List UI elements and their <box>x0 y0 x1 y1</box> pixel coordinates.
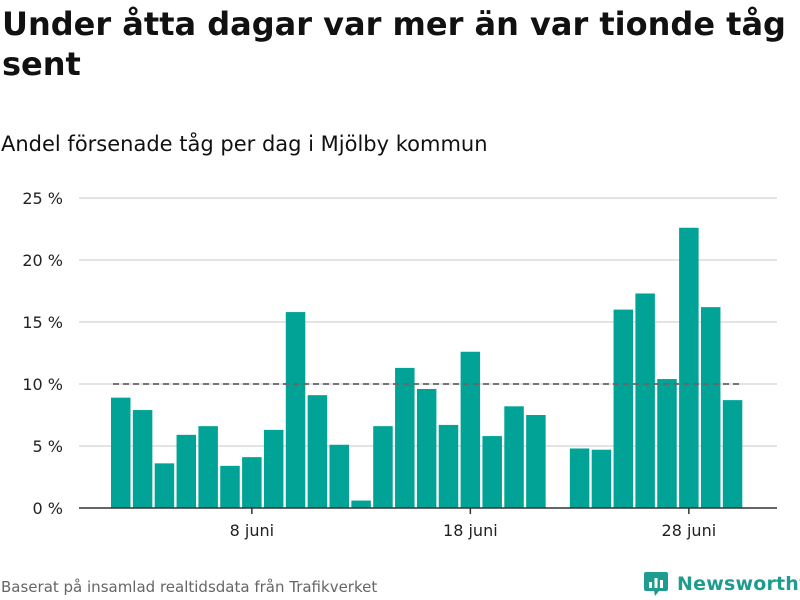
x-tick-label: 18 juni <box>443 521 498 540</box>
chart-subtitle: Andel försenade tåg per dag i Mjölby kom… <box>1 132 488 156</box>
bar <box>242 457 262 508</box>
y-tick-label: 0 % <box>33 499 63 518</box>
bar <box>722 400 743 508</box>
bar <box>329 444 349 508</box>
bar <box>613 309 634 508</box>
bar <box>591 449 612 508</box>
bar <box>460 351 481 508</box>
bar <box>263 429 284 508</box>
bar <box>351 500 371 508</box>
x-axis: 8 juni 18 juni 28 juni <box>79 507 777 540</box>
bar <box>679 227 699 508</box>
y-tick-label: 15 % <box>22 313 63 332</box>
chart-title: Under åtta dagar var mer än var tionde t… <box>2 5 786 83</box>
bar <box>395 367 415 508</box>
bar <box>504 406 524 508</box>
logo-text: Newsworthy <box>677 573 800 595</box>
bar <box>438 424 459 508</box>
bar <box>657 379 677 508</box>
bar <box>569 448 590 508</box>
y-axis-labels: 0 % 5 % 10 % 15 % 20 % 25 % <box>22 189 63 518</box>
y-tick-label: 5 % <box>33 437 63 456</box>
x-tick-label: 8 juni <box>230 521 274 540</box>
bar <box>198 426 218 508</box>
y-tick-label: 10 % <box>22 375 63 394</box>
bar <box>373 426 393 508</box>
bar <box>416 388 437 508</box>
bar <box>220 465 240 508</box>
bar <box>111 397 131 508</box>
bars <box>111 227 743 508</box>
bar <box>635 293 655 508</box>
y-tick-label: 20 % <box>22 251 63 270</box>
x-tick-label: 28 juni <box>662 521 717 540</box>
source-note: Baserat på insamlad realtidsdata från Tr… <box>1 578 378 596</box>
bar <box>176 434 197 508</box>
bar <box>307 395 328 508</box>
newsworthy-logo-icon <box>644 572 668 596</box>
bar <box>700 307 721 508</box>
bar <box>526 415 546 508</box>
bar <box>132 410 153 508</box>
bar-chart: 0 % 5 % 10 % 15 % 20 % 25 % 8 juni 18 juni 28 j… <box>22 189 777 540</box>
bar <box>285 312 306 508</box>
newsworthy-logo[interactable]: Newsworthy <box>643 570 800 598</box>
bar <box>482 436 502 508</box>
bar <box>154 463 175 508</box>
y-tick-label: 25 % <box>22 189 63 208</box>
